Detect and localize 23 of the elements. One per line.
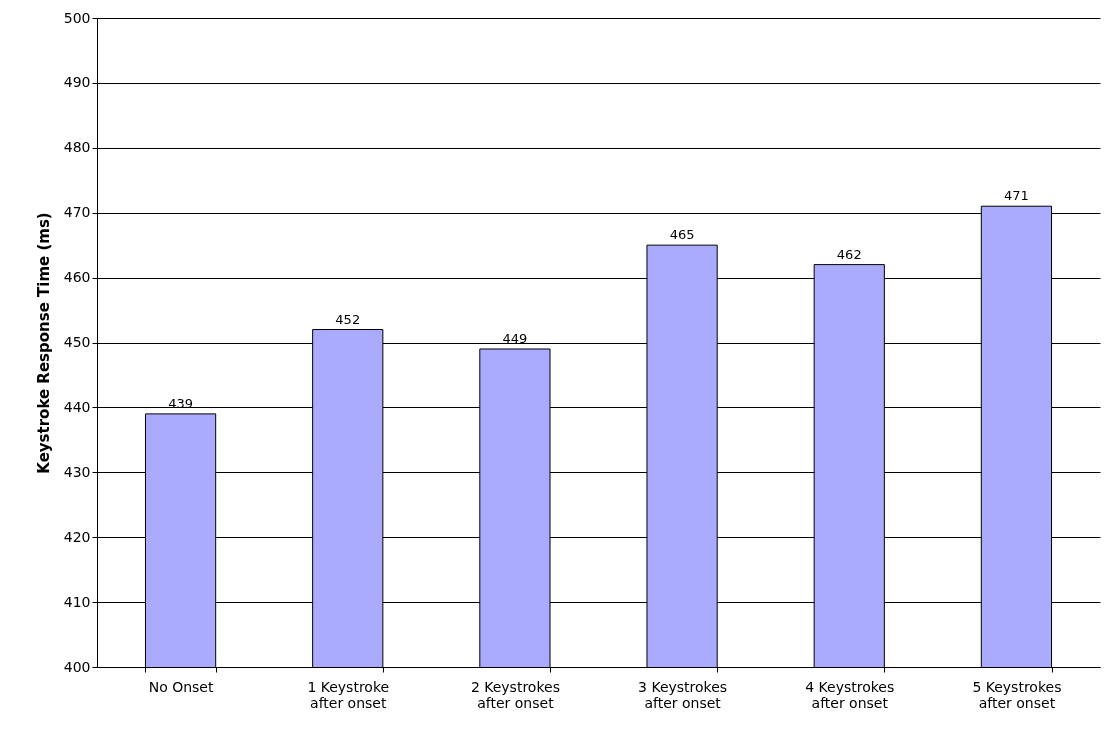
x-tick-label: 1 Keystroke after onset bbox=[307, 678, 390, 711]
y-tick-label: 500 bbox=[63, 9, 91, 26]
x-tick-label: 3 Keystrokes after onset bbox=[638, 678, 728, 711]
y-tick-label: 490 bbox=[63, 74, 91, 91]
x-tick-label: No Onset bbox=[148, 678, 214, 695]
y-tick-label: 430 bbox=[63, 463, 91, 480]
x-tick-label: 2 Keystrokes after onset bbox=[470, 678, 560, 711]
y-tick-label: 450 bbox=[63, 334, 91, 350]
y-axis-title: Keystroke Response Time (ms) bbox=[34, 212, 53, 474]
data-label: 449 bbox=[502, 330, 528, 346]
data-label: 452 bbox=[335, 311, 361, 327]
y-tick-label: 480 bbox=[63, 139, 91, 156]
y-tick-label: 460 bbox=[63, 269, 91, 286]
data-label: 465 bbox=[669, 227, 695, 243]
data-label: 471 bbox=[1004, 188, 1029, 204]
y-tick-label: 410 bbox=[63, 593, 91, 610]
y-tick-label: 400 bbox=[63, 658, 91, 675]
y-tick-label: 440 bbox=[63, 398, 91, 415]
y-tick-label: 470 bbox=[63, 204, 91, 221]
x-tick-label: 5 Keystrokes after onset bbox=[972, 678, 1062, 711]
x-tick-label: 4 Keystrokes after onset bbox=[805, 678, 895, 711]
y-tick-label: 420 bbox=[63, 528, 91, 545]
data-label: 462 bbox=[836, 246, 862, 262]
